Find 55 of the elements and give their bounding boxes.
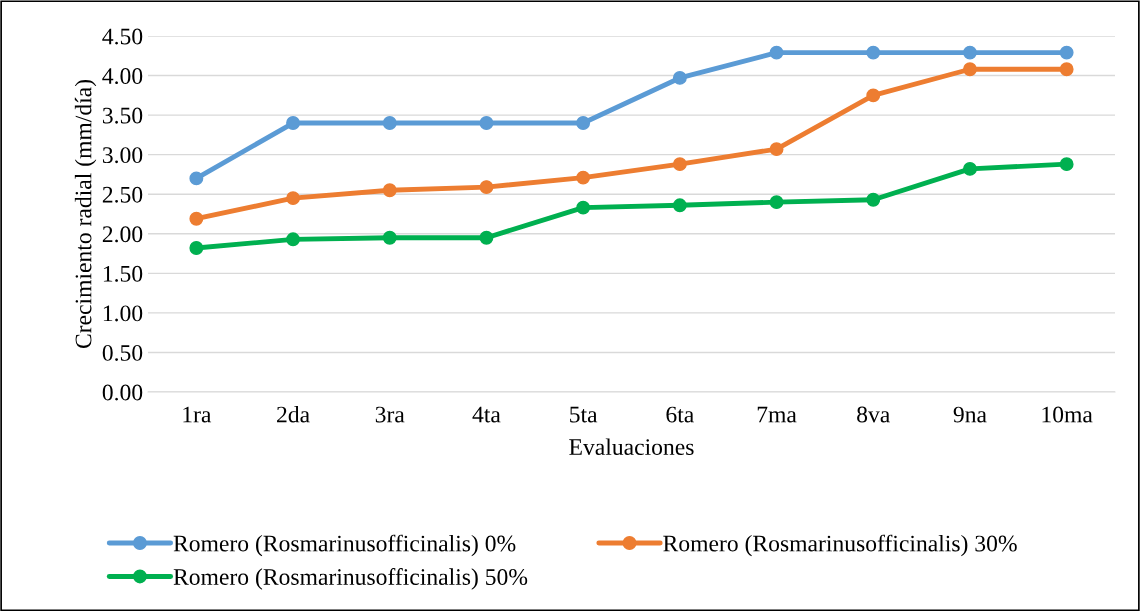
point (1059, 157, 1074, 172)
point (672, 157, 687, 172)
point (866, 192, 881, 207)
point (189, 241, 204, 255)
y-axis-title: Crecimiento radial (mm/día) (74, 79, 97, 349)
point (479, 230, 494, 245)
x-tick-label: 3ra (375, 406, 405, 423)
point (769, 45, 784, 60)
point (382, 116, 397, 130)
x-tick-label: 10ma (1042, 406, 1093, 423)
point (189, 211, 204, 226)
x-tick-label: 7ma (757, 406, 797, 423)
point (479, 180, 494, 195)
point (576, 116, 591, 130)
y-tick-label: 0.50 (102, 344, 143, 361)
point (866, 45, 881, 60)
y-tick-label: 0.00 (102, 384, 143, 401)
point (576, 200, 591, 215)
y-tick-label: 2.50 (102, 186, 143, 203)
point (189, 171, 204, 186)
legend-label: Romero (Rosmarinusofficinalis) 0% (173, 534, 516, 557)
y-tick-label: 1.50 (103, 265, 143, 282)
x-tick-label: 4ta (472, 406, 501, 423)
x-tick-label: 9na (953, 406, 987, 423)
y-tick-label: 4.00 (102, 68, 143, 85)
point (1059, 62, 1074, 77)
point (382, 230, 397, 245)
y-tick-label: 4.50 (102, 28, 143, 45)
point (576, 170, 591, 185)
point (963, 161, 977, 176)
point (286, 116, 300, 130)
point (286, 191, 300, 206)
x-tick-label: 1ra (183, 406, 212, 423)
y-tick-label: 3.00 (102, 147, 143, 164)
point (769, 195, 784, 210)
x-axis-title: Evaluaciones (569, 438, 694, 456)
x-tick-label: 6ta (666, 406, 694, 423)
legend-label: Romero (Rosmarinusofficinalis) 30% (663, 534, 1017, 557)
point (672, 198, 687, 213)
x-tick-label: 5ta (570, 406, 598, 423)
point (479, 116, 494, 130)
point (963, 45, 977, 60)
point (963, 62, 977, 77)
point (769, 142, 784, 157)
y-tick-label: 3.50 (102, 107, 143, 124)
point (1059, 45, 1074, 60)
point (866, 88, 881, 103)
y-tick-label: 2.00 (102, 226, 143, 243)
point (382, 183, 397, 198)
x-tick-label: 2da (277, 405, 310, 423)
y-tick-label: 1.00 (103, 305, 143, 322)
point (286, 232, 300, 247)
legend-label: Romero (Rosmarinusofficinalis) 50% (173, 568, 528, 590)
point (672, 70, 687, 85)
x-tick-label: 8va (857, 406, 890, 423)
